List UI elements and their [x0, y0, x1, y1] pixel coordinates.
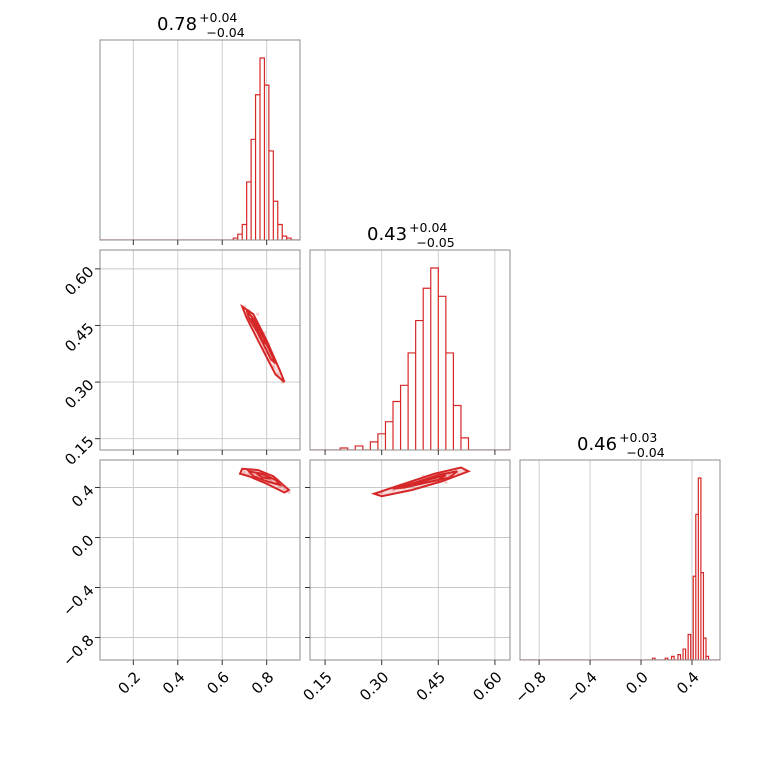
- panel-2-1: [310, 460, 510, 660]
- sample-point: [256, 312, 260, 316]
- contour-2: [411, 474, 447, 485]
- sample-point: [444, 480, 448, 485]
- histogram-2: [520, 477, 720, 660]
- panel-title-param-2: 0.43 +0.04 −0.05: [367, 220, 455, 250]
- grid-layer: [100, 40, 693, 660]
- panel-frame: [99, 39, 301, 241]
- frame-layer: [99, 39, 721, 661]
- panel-2-2: [538, 460, 693, 660]
- panel-1-0: [100, 250, 300, 450]
- data-layer: [100, 57, 720, 660]
- panel-frame: [519, 459, 721, 661]
- sample-point: [287, 490, 291, 495]
- histogram-1: [310, 267, 510, 450]
- sample-point: [242, 470, 247, 475]
- panel-frame: [99, 459, 301, 661]
- contour-0: [238, 467, 291, 494]
- panel-title-param-1: 0.78 +0.04 −0.04: [157, 10, 245, 40]
- panel-2-0: [100, 460, 300, 660]
- panel-frame: [309, 459, 511, 661]
- contour-0: [370, 466, 471, 498]
- contour-2: [250, 317, 268, 346]
- panel-frame: [99, 249, 301, 451]
- panel-title-param-3: 0.46 +0.03 −0.04: [577, 430, 665, 460]
- contour-2: [254, 471, 272, 480]
- contour-0: [240, 303, 286, 383]
- histogram-0: [100, 57, 300, 240]
- panel-frame: [309, 249, 511, 451]
- panel-0-0: [132, 40, 268, 240]
